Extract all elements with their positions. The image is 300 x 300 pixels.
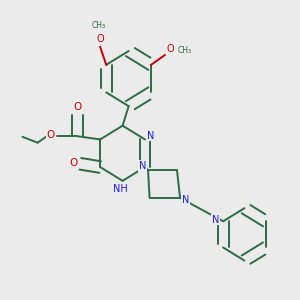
Text: O: O bbox=[70, 158, 78, 168]
Text: O: O bbox=[47, 130, 55, 140]
Text: N: N bbox=[212, 215, 220, 225]
Text: N: N bbox=[182, 196, 189, 206]
Text: O: O bbox=[96, 34, 104, 44]
Text: O: O bbox=[167, 44, 174, 54]
Text: N: N bbox=[139, 161, 146, 171]
Text: O: O bbox=[73, 102, 81, 112]
Text: NH: NH bbox=[113, 184, 128, 194]
Text: CH₃: CH₃ bbox=[92, 21, 106, 30]
Text: CH₃: CH₃ bbox=[178, 46, 192, 55]
Text: N: N bbox=[147, 130, 154, 141]
